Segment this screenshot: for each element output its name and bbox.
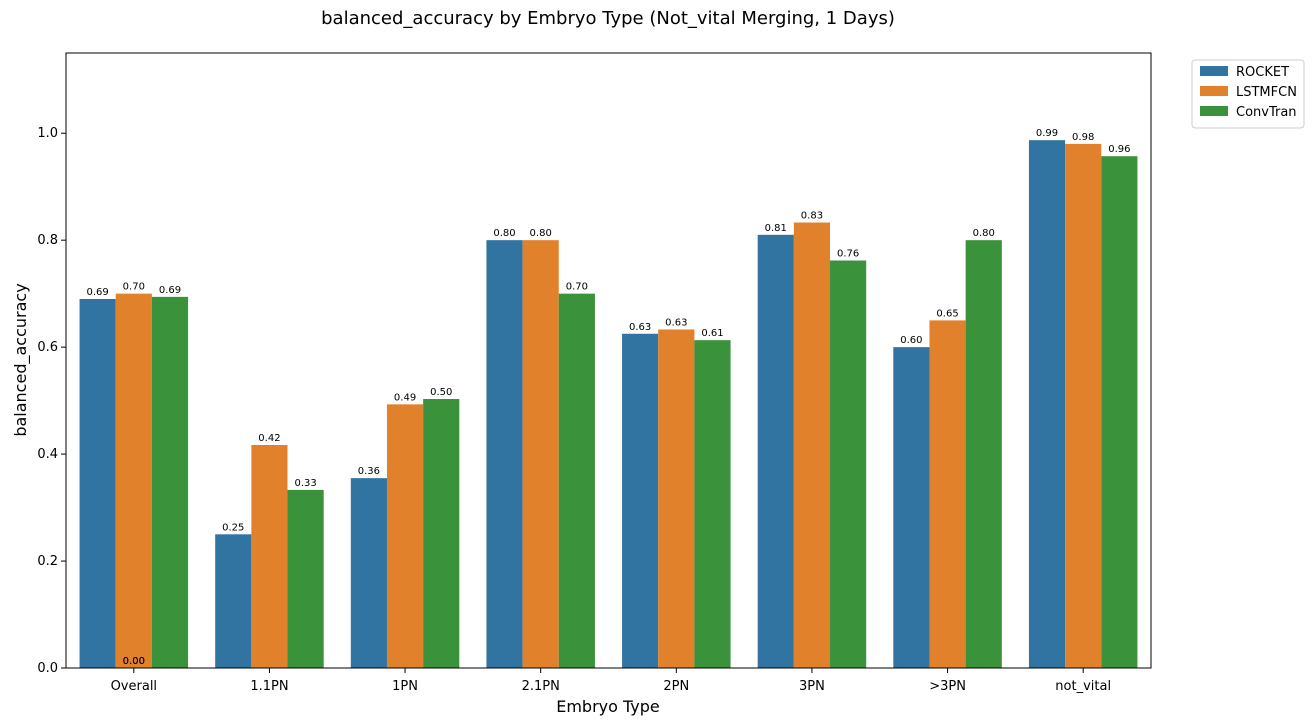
data-label: 0.76 (837, 248, 859, 259)
bar-lstmfcn-6 (929, 320, 966, 668)
x-axis-label: Embryo Type (556, 697, 660, 716)
plot-frame (65, 52, 1152, 669)
bar-lstmfcn-5 (793, 222, 831, 668)
data-label: 0.80 (973, 228, 995, 239)
bar-rocket-1 (215, 534, 252, 668)
y-tick-label: 0.4 (37, 447, 58, 462)
data-label: 0.80 (493, 228, 515, 239)
annotation-label: 0.00 (123, 656, 145, 667)
bar-rocket-0 (79, 299, 116, 668)
data-label: 0.60 (900, 335, 922, 346)
data-label: 0.69 (159, 285, 181, 296)
bar-rocket-3 (486, 240, 523, 668)
data-label: 0.33 (294, 478, 316, 489)
x-tick-label: 1PN (392, 679, 418, 694)
y-tick-label: 0.2 (37, 554, 58, 569)
x-tick-label: >3PN (929, 679, 966, 694)
bar-rocket-6 (893, 347, 930, 668)
bar-lstmfcn-7 (1065, 143, 1102, 669)
data-label: 0.49 (394, 392, 416, 403)
data-label: 0.63 (665, 317, 687, 328)
data-label: 0.61 (701, 328, 723, 339)
data-label: 0.65 (936, 308, 958, 319)
y-axis-label: balanced_accuracy (11, 283, 31, 436)
data-label: 0.96 (1108, 144, 1130, 155)
chart-title: balanced_accuracy by Embryo Type (Not_vi… (321, 8, 895, 29)
data-label: 0.70 (123, 282, 145, 293)
bar-lstmfcn-2 (386, 404, 424, 668)
bar-lstmfcn-4 (658, 329, 695, 668)
bar-rocket-4 (622, 333, 659, 668)
data-label: 0.99 (1036, 128, 1058, 139)
x-tick-label: 2PN (663, 679, 689, 694)
y-tick-label: 0.0 (37, 661, 58, 676)
data-label: 0.80 (530, 228, 552, 239)
bar-convtran-2 (423, 399, 460, 668)
bar-convtran-1 (287, 489, 324, 668)
y-tick-label: 1.0 (37, 126, 58, 141)
y-tick-label: 0.6 (37, 340, 58, 355)
data-label: 0.63 (629, 322, 651, 333)
x-tick-label: 3PN (799, 679, 825, 694)
legend-label: LSTMFCN (1236, 85, 1297, 100)
plot-area: 0.0 0.2 0.4 0.6 0.8 1.0 0.69 0.70 0.69 Overall 0.2… (37, 126, 1138, 694)
bar-convtran-5 (830, 260, 867, 668)
x-tick-label: Overall (111, 679, 157, 694)
x-tick-label: not_vital (1055, 679, 1111, 694)
data-label: 0.70 (566, 282, 588, 293)
data-label: 0.83 (801, 211, 823, 222)
bar-lstmfcn-0 (115, 293, 152, 668)
bar-convtran-6 (965, 240, 1002, 668)
bar-rocket-7 (1028, 140, 1066, 669)
y-tick-label: 0.8 (37, 233, 58, 248)
legend-label: ConvTran (1236, 105, 1297, 120)
bar-lstmfcn-3 (522, 240, 559, 668)
data-label: 0.36 (358, 466, 380, 477)
bar-rocket-2 (350, 478, 387, 668)
bar-lstmfcn-1 (251, 444, 288, 668)
bar-rocket-5 (757, 234, 794, 668)
bar-convtran-0 (151, 296, 189, 668)
bar-convtran-4 (694, 340, 731, 668)
bar-convtran-7 (1101, 156, 1138, 668)
data-label: 0.50 (430, 387, 452, 398)
legend-label: ROCKET (1236, 65, 1289, 80)
data-label: 0.69 (87, 287, 109, 298)
legend: ROCKET LSTMFCN ConvTran (1191, 59, 1305, 129)
legend-swatch-convtran (1200, 106, 1228, 116)
legend-swatch-rocket (1200, 66, 1228, 76)
x-tick-label: 2.1PN (522, 679, 560, 694)
data-label: 0.25 (222, 522, 244, 533)
legend-swatch-lstmfcn (1200, 86, 1228, 96)
bar-convtran-3 (558, 293, 595, 668)
data-label: 0.98 (1072, 132, 1094, 143)
x-tick-label: 1.1PN (250, 679, 288, 694)
data-label: 0.81 (765, 223, 787, 234)
data-label: 0.42 (258, 433, 280, 444)
annotation-label: 0.00 (123, 656, 145, 667)
